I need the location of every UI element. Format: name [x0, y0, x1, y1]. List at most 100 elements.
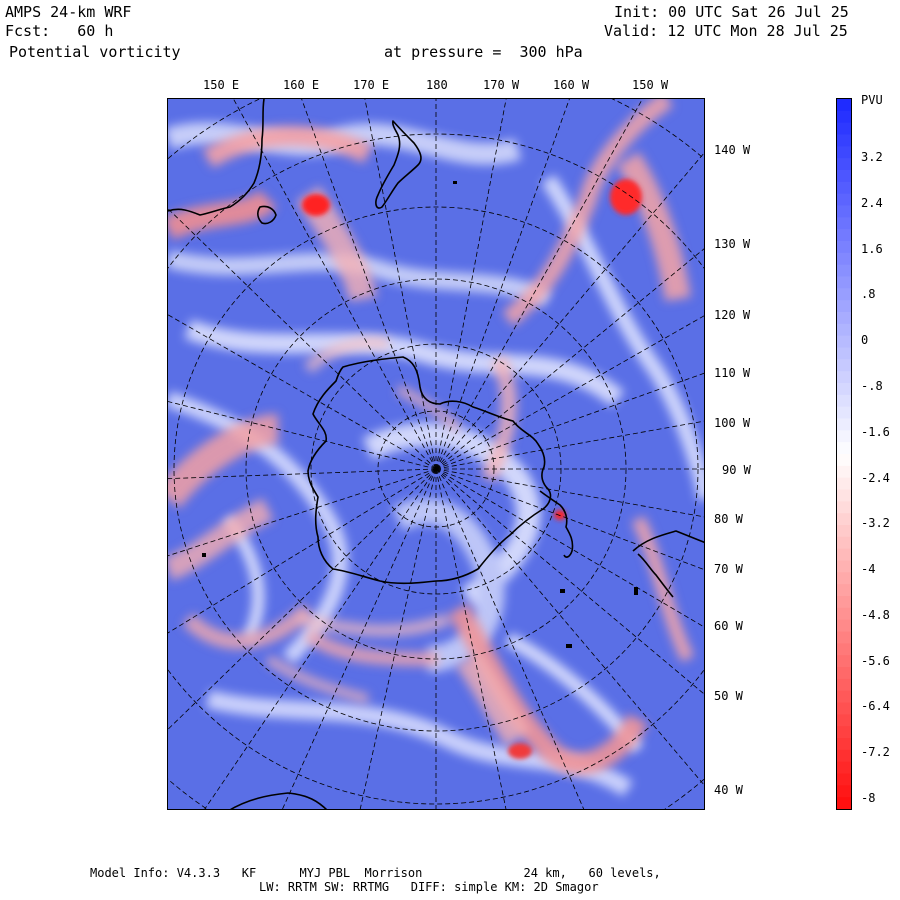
colorbar-swatch — [837, 667, 851, 680]
colorbar-swatch — [837, 371, 851, 384]
antarctica-coast — [307, 356, 552, 585]
physics-info: LW: RRTM SW: RRTMG DIFF: simple KM: 2D S… — [259, 880, 599, 894]
lon-label-160e: 160 E — [283, 78, 320, 92]
colorbar-swatch — [837, 501, 851, 514]
colorbar-tick-label: -1.6 — [861, 424, 890, 439]
lon-label-150e: 150 E — [203, 78, 240, 92]
colorbar-swatch — [837, 205, 851, 218]
colorbar-swatch — [837, 252, 851, 266]
colorbar-swatch — [837, 489, 851, 502]
lon-label-110w: 110 W — [714, 366, 751, 380]
colorbar-swatch — [837, 560, 851, 573]
colorbar-tick-label: -3.2 — [861, 516, 890, 531]
colorbar-swatch — [837, 193, 851, 206]
colorbar-tick-label: -8 — [861, 791, 876, 805]
colorbar-tick-label: 0 — [861, 333, 869, 348]
tasmania-coast — [257, 205, 277, 225]
colorbar-swatch — [837, 773, 851, 786]
lon-label-170e: 170 E — [353, 78, 390, 92]
colorbar-swatch — [837, 690, 851, 703]
colorbar-swatch — [837, 170, 851, 183]
colorbar-swatch — [837, 738, 851, 751]
colorbar-swatch — [837, 288, 851, 301]
colorbar-tick-label: 3.2 — [861, 150, 883, 164]
colorbar-tick-label: -4 — [861, 562, 876, 577]
colorbar-swatch — [837, 761, 851, 774]
lon-label-180: 180 — [426, 78, 448, 92]
colorbar-swatch — [837, 146, 851, 159]
lon-label-120w: 120 W — [714, 308, 751, 322]
field-name: Potential vorticity — [9, 43, 181, 61]
colorbar-swatch — [837, 785, 851, 798]
colorbar-swatch — [837, 749, 851, 763]
pv-field — [168, 99, 704, 809]
colorbar-swatch — [837, 241, 851, 254]
colorbar-tick-label: -6.4 — [861, 699, 890, 714]
colorbar-swatch — [837, 513, 851, 526]
colorbar-swatch — [837, 335, 851, 348]
colorbar-swatch — [837, 110, 851, 124]
colorbar-swatch — [837, 714, 851, 727]
colorbar-tick-label: 1.6 — [861, 241, 883, 256]
init-time: Init: 00 UTC Sat 26 Jul 25 — [614, 3, 849, 21]
colorbar-swatch — [837, 655, 851, 668]
lon-label-70w: 70 W — [714, 562, 743, 576]
colorbar-swatch — [837, 702, 851, 715]
new-zealand-coast — [375, 120, 422, 209]
africa-coast-edge — [229, 792, 328, 809]
valid-time: Valid: 12 UTC Mon 28 Jul 25 — [604, 22, 848, 40]
colorbar-swatch — [837, 406, 851, 419]
colorbar-swatch — [837, 430, 851, 443]
colorbar-swatch — [837, 276, 851, 289]
colorbar-swatch — [837, 442, 851, 455]
colorbar-swatch — [837, 726, 851, 739]
colorbar-tick-label: -5.6 — [861, 653, 890, 668]
colorbar-swatch — [837, 229, 851, 242]
antarctic-peninsula — [539, 490, 574, 558]
lon-label-90w: 90 W — [722, 463, 751, 477]
colorbar-swatch — [837, 383, 851, 396]
colorbar-swatch — [837, 454, 851, 467]
colorbar-swatch — [837, 347, 851, 360]
colorbar-swatch — [837, 536, 851, 550]
australia-coast — [168, 99, 265, 216]
colorbar-swatch — [837, 394, 851, 408]
colorbar-swatches — [837, 99, 851, 810]
colorbar-swatch — [837, 643, 851, 656]
colorbar-tick-label: -.8 — [861, 378, 883, 393]
lon-label-80w: 80 W — [714, 512, 743, 526]
lon-label-130w: 130 W — [714, 237, 751, 251]
colorbar-swatch — [837, 134, 851, 147]
colorbar-swatch — [837, 418, 851, 431]
colorbar-swatch — [837, 525, 851, 538]
colorbar-swatch — [837, 264, 851, 277]
colorbar-swatch — [837, 122, 851, 135]
colorbar-swatch — [837, 678, 851, 692]
forecast-hour: Fcst: 60 h — [5, 22, 114, 40]
lon-label-160w: 160 W — [553, 78, 590, 92]
colorbar-tick-label: -2.4 — [861, 470, 890, 485]
colorbar-swatch — [837, 323, 851, 337]
lon-label-100w: 100 W — [714, 416, 751, 430]
colorbar-swatch — [837, 300, 851, 313]
lon-label-150w: 150 W — [632, 78, 669, 92]
colorbar-swatch — [837, 465, 851, 479]
colorbar-swatch — [837, 572, 851, 585]
colorbar-tick-label: -4.8 — [861, 607, 890, 622]
colorbar-tick-label: 2.4 — [861, 195, 883, 210]
colorbar-unit: PVU — [861, 93, 883, 107]
colorbar-swatch — [837, 584, 851, 597]
lon-label-140w: 140 W — [714, 143, 751, 157]
colorbar-tick-label: .8 — [861, 287, 876, 302]
colorbar-swatch — [837, 158, 851, 171]
colorbar-swatch — [837, 312, 851, 325]
lon-label-170w: 170 W — [483, 78, 520, 92]
colorbar-swatch — [837, 359, 851, 372]
colorbar-swatch — [837, 548, 851, 561]
south-america-coast — [632, 530, 704, 598]
lon-label-60w: 60 W — [714, 619, 743, 633]
colorbar-swatch — [837, 217, 851, 230]
colorbar-swatch — [837, 797, 851, 810]
colorbar-tick-label: -7.2 — [861, 745, 890, 760]
pv-map — [167, 98, 705, 810]
